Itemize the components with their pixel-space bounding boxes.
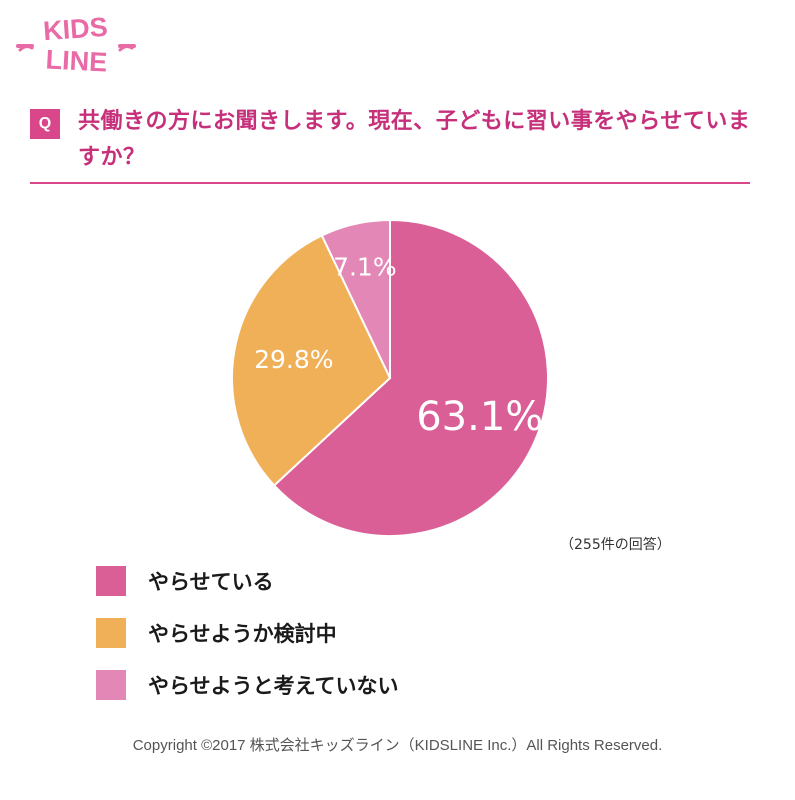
kidsline-logo[interactable]: KIDS LINE bbox=[14, 8, 138, 78]
pie-slice bbox=[272, 218, 549, 537]
legend-label: やらせている bbox=[148, 570, 274, 594]
legend-label: やらせようか検討中 bbox=[148, 622, 337, 646]
legend-item: やらせようと考えていない bbox=[96, 659, 399, 711]
legend-label: やらせようと考えていない bbox=[148, 674, 399, 698]
legend-item: やらせている bbox=[96, 555, 399, 607]
chart-legend: やらせている やらせようか検討中 やらせようと考えていない bbox=[96, 555, 399, 711]
response-count-note: （255件の回答） bbox=[560, 537, 671, 553]
pie-slice bbox=[320, 218, 391, 379]
copyright-footer: Copyright ©2017 株式会社キッズライン（KIDSLINE Inc.… bbox=[132, 737, 663, 754]
legend-swatch-0 bbox=[96, 566, 126, 596]
pie-chart: 63.1% 29.8% 7.1% bbox=[220, 208, 560, 548]
question-text: 共働きの方にお聞きします。現在、子どもに習い事をやらせていますか？ bbox=[78, 109, 751, 170]
logo-line2: LINE bbox=[45, 44, 108, 77]
legend-swatch-1 bbox=[96, 618, 126, 648]
legend-item: やらせようか検討中 bbox=[96, 607, 399, 659]
logo-line1: KIDS bbox=[42, 12, 108, 46]
pie-slice-label: 63.1% bbox=[416, 394, 543, 440]
pie-chart-svg: 63.1% 29.8% 7.1% bbox=[231, 218, 549, 537]
legend-swatch-2 bbox=[96, 670, 126, 700]
logo-graphic: KIDS LINE bbox=[16, 12, 136, 78]
pie-slice-label: 29.8% bbox=[254, 345, 333, 374]
question-divider bbox=[30, 182, 750, 184]
pie-slice bbox=[231, 234, 392, 487]
pie-slice-label: 7.1% bbox=[333, 253, 397, 282]
question-badge: Q bbox=[30, 109, 60, 139]
